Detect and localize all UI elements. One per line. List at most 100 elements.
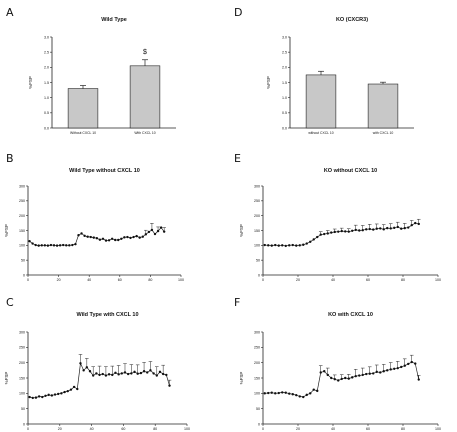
data-point-b [126, 235, 129, 239]
data-point-f [393, 367, 396, 370]
x-tick-label-c: 80 [153, 427, 157, 431]
data-point-e [270, 244, 273, 247]
data-point-b [55, 244, 59, 247]
data-point-b [132, 235, 135, 239]
y-tick-label-c: 50 [21, 407, 25, 411]
data-point-c [44, 394, 47, 397]
data-point-c [139, 371, 143, 375]
data-point-b [58, 244, 62, 247]
data-point-b [46, 244, 50, 247]
data-point-e [354, 228, 357, 232]
panel-letter-d: D [234, 6, 243, 19]
data-point-b [150, 228, 154, 232]
data-point-c [155, 374, 158, 377]
data-point-b [65, 244, 68, 247]
data-point-f [302, 395, 305, 399]
y-axis-label-a: %FSP [28, 76, 33, 89]
data-point-c [165, 373, 168, 377]
data-point-b [120, 237, 123, 241]
y-tick-label-d: 0.0 [282, 126, 287, 130]
x-tick-label-e: 20 [296, 278, 300, 282]
data-point-e [340, 229, 343, 233]
data-point-c [82, 369, 85, 372]
data-point-c [142, 370, 146, 373]
y-axis-label-e: %FSP [239, 224, 244, 237]
series-line-e [264, 222, 419, 247]
data-point-c [168, 384, 171, 387]
data-point-b [144, 233, 148, 236]
y-tick-label-a: 0.5 [44, 111, 49, 115]
y-tick-label-c: 100 [19, 392, 25, 396]
data-point-f [298, 395, 301, 398]
data-point-f [263, 392, 266, 395]
data-point-b [147, 230, 151, 234]
x-tick-label-e: 40 [331, 278, 335, 282]
data-point-b [77, 234, 80, 237]
data-point-b [31, 242, 34, 245]
series-line-b [29, 226, 165, 246]
data-point-b [135, 234, 138, 238]
data-point-f [330, 376, 333, 380]
y-tick-label-e: 250 [254, 199, 260, 203]
data-point-b [114, 238, 117, 242]
data-point-e [375, 227, 378, 230]
data-point-b [95, 237, 99, 240]
data-point-f [284, 391, 287, 394]
data-point-f [372, 372, 375, 375]
data-point-e [298, 244, 301, 247]
data-point-e [361, 229, 364, 232]
data-point-f [382, 370, 385, 373]
data-point-b [37, 244, 40, 247]
data-point-c [133, 370, 136, 374]
x-tick-label-c: 60 [121, 427, 125, 431]
y-axis-label-b: %FSP [4, 224, 9, 237]
data-point-c [28, 395, 31, 399]
data-point-f [403, 364, 406, 367]
data-point-b [107, 239, 111, 242]
data-point-f [368, 372, 371, 375]
data-point-e [358, 229, 361, 232]
data-point-f [309, 392, 312, 395]
data-point-c [161, 372, 165, 376]
data-point-b [153, 232, 157, 236]
data-point-f [414, 362, 417, 365]
data-point-e [386, 226, 389, 230]
y-tick-label-a: 2.5 [44, 50, 49, 54]
data-point-e [305, 242, 308, 245]
data-point-f [407, 362, 410, 366]
bar-d [367, 83, 399, 129]
x-tick-label-d: with CXCL 10 [373, 131, 394, 135]
y-tick-label-d: 3.0 [282, 35, 287, 39]
x-tick-label-b: 100 [178, 278, 184, 282]
x-tick-label-b: 60 [118, 278, 122, 282]
data-point-b [80, 232, 83, 235]
data-point-c [69, 388, 73, 391]
data-point-c [136, 372, 139, 375]
bar-a [67, 88, 99, 129]
data-point-e [274, 243, 277, 247]
data-point-c [149, 369, 152, 372]
y-tick-label-f: 250 [254, 346, 260, 350]
x-tick-label-e: 60 [366, 278, 370, 282]
data-point-f [375, 370, 378, 374]
x-tick-label-a: Without CXCL 10 [70, 131, 96, 135]
data-point-e [330, 231, 333, 234]
data-point-c [111, 373, 114, 377]
data-point-e [326, 232, 329, 235]
y-tick-label-f: 50 [256, 407, 260, 411]
data-point-f [337, 379, 340, 382]
bar-d [305, 74, 337, 129]
data-point-c [47, 393, 50, 397]
data-point-f [340, 377, 343, 381]
x-tick-label-c: 100 [184, 427, 190, 431]
data-point-c [63, 390, 66, 394]
y-tick-label-c: 0 [23, 422, 25, 426]
bar-a [129, 65, 161, 129]
x-tick-label-b: 40 [87, 278, 91, 282]
y-tick-label-e: 100 [254, 244, 260, 248]
data-point-e [316, 235, 319, 239]
chart-title-e: KO without CXCL 10 [324, 168, 377, 174]
data-point-f [365, 372, 368, 376]
x-tick-label-b: 80 [148, 278, 152, 282]
data-point-b [68, 244, 71, 247]
